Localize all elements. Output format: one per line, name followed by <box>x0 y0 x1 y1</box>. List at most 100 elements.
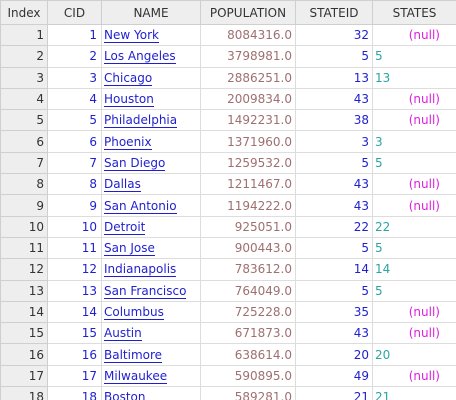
cid-cell[interactable]: 9 <box>47 194 102 217</box>
cid-cell[interactable]: 11 <box>47 236 102 260</box>
population-cell[interactable]: 638614.0 <box>200 343 296 366</box>
stateid-cell[interactable]: 49 <box>295 364 373 388</box>
name-cell[interactable]: Milwaukee <box>101 364 201 388</box>
name-cell[interactable]: Philadelphia <box>101 109 201 132</box>
cid-cell[interactable]: 1 <box>47 23 102 47</box>
stateid-cell[interactable]: 32 <box>295 23 373 47</box>
row-index-cell[interactable]: 14 <box>0 300 48 324</box>
city-name-link[interactable]: Phoenix <box>104 134 152 150</box>
column-header-index[interactable]: Index <box>0 0 48 25</box>
city-name-link[interactable]: Chicago <box>104 70 153 86</box>
table-row[interactable]: 1 1 New York 8084316.0 32 (null) <box>0 23 456 47</box>
city-name-link[interactable]: Columbus <box>104 305 164 320</box>
row-index-cell[interactable]: 18 <box>0 386 48 400</box>
cid-cell[interactable]: 4 <box>47 87 102 111</box>
table-row[interactable]: 8 8 Dallas 1211467.0 43 (null) <box>0 173 456 196</box>
table-row[interactable]: 15 15 Austin 671873.0 43 (null) <box>0 322 456 345</box>
stateid-cell[interactable]: 43 <box>295 194 373 217</box>
table-row[interactable]: 13 13 San Francisco 764049.0 5 5 <box>0 279 456 302</box>
city-name-link[interactable]: San Diego <box>104 155 166 171</box>
city-name-link[interactable]: Philadelphia <box>104 113 178 129</box>
city-name-link[interactable]: Dallas <box>104 177 141 193</box>
states-cell[interactable]: (null) <box>372 23 456 47</box>
row-index-cell[interactable]: 8 <box>0 173 48 196</box>
stateid-cell[interactable]: 22 <box>295 215 373 238</box>
stateid-cell[interactable]: 5 <box>295 45 373 68</box>
row-index-cell[interactable]: 9 <box>0 194 48 217</box>
name-cell[interactable]: New York <box>101 23 201 47</box>
table-row[interactable]: 4 4 Houston 2009834.0 43 (null) <box>0 87 456 111</box>
table-row[interactable]: 16 16 Baltimore 638614.0 20 20 <box>0 343 456 366</box>
states-cell[interactable]: 14 <box>372 258 456 281</box>
states-cell[interactable]: (null) <box>372 109 456 132</box>
population-cell[interactable]: 900443.0 <box>200 236 296 260</box>
population-cell[interactable]: 764049.0 <box>200 279 296 302</box>
table-row[interactable]: 11 11 San Jose 900443.0 5 5 <box>0 236 456 260</box>
population-cell[interactable]: 671873.0 <box>200 322 296 345</box>
cid-cell[interactable]: 17 <box>47 364 102 388</box>
states-cell[interactable]: (null) <box>372 300 456 324</box>
city-name-link[interactable]: San Antonio <box>104 198 177 214</box>
row-index-cell[interactable]: 1 <box>0 23 48 47</box>
city-name-link[interactable]: Detroit <box>104 219 146 235</box>
states-cell[interactable]: (null) <box>372 322 456 345</box>
stateid-cell[interactable]: 35 <box>295 300 373 324</box>
city-name-link[interactable]: Boston <box>104 390 146 400</box>
table-row[interactable]: 5 5 Philadelphia 1492231.0 38 (null) <box>0 109 456 132</box>
stateid-cell[interactable]: 43 <box>295 87 373 111</box>
column-header-states[interactable]: STATES <box>372 0 456 25</box>
name-cell[interactable]: Phoenix <box>101 130 201 153</box>
row-index-cell[interactable]: 12 <box>0 258 48 281</box>
name-cell[interactable]: San Jose <box>101 236 201 260</box>
table-row[interactable]: 14 14 Columbus 725228.0 35 (null) <box>0 300 456 324</box>
row-index-cell[interactable]: 17 <box>0 364 48 388</box>
city-name-link[interactable]: Los Angeles <box>104 49 176 65</box>
name-cell[interactable]: Baltimore <box>101 343 201 366</box>
column-header-stateid[interactable]: STATEID <box>295 0 373 25</box>
name-cell[interactable]: Houston <box>101 87 201 111</box>
states-cell[interactable]: 13 <box>372 66 456 89</box>
cid-cell[interactable]: 18 <box>47 386 102 400</box>
table-row[interactable]: 3 3 Chicago 2886251.0 13 13 <box>0 66 456 89</box>
cid-cell[interactable]: 5 <box>47 109 102 132</box>
states-cell[interactable]: 5 <box>372 279 456 302</box>
cid-cell[interactable]: 15 <box>47 322 102 345</box>
city-name-link[interactable]: Houston <box>104 92 154 108</box>
city-name-link[interactable]: New York <box>104 28 159 44</box>
name-cell[interactable]: Detroit <box>101 215 201 238</box>
population-cell[interactable]: 2886251.0 <box>200 66 296 89</box>
states-cell[interactable]: 21 <box>372 386 456 400</box>
row-index-cell[interactable]: 3 <box>0 66 48 89</box>
row-index-cell[interactable]: 16 <box>0 343 48 366</box>
stateid-cell[interactable]: 13 <box>295 66 373 89</box>
states-cell[interactable]: 3 <box>372 130 456 153</box>
table-row[interactable]: 18 18 Boston 589281.0 21 21 <box>0 386 456 400</box>
cid-cell[interactable]: 6 <box>47 130 102 153</box>
name-cell[interactable]: Los Angeles <box>101 45 201 68</box>
population-cell[interactable]: 725228.0 <box>200 300 296 324</box>
city-name-link[interactable]: Indianapolis <box>104 262 177 278</box>
row-index-cell[interactable]: 11 <box>0 236 48 260</box>
states-cell[interactable]: 5 <box>372 45 456 68</box>
name-cell[interactable]: Austin <box>101 322 201 345</box>
table-row[interactable]: 9 9 San Antonio 1194222.0 43 (null) <box>0 194 456 217</box>
cid-cell[interactable]: 3 <box>47 66 102 89</box>
stateid-cell[interactable]: 5 <box>295 236 373 260</box>
population-cell[interactable]: 8084316.0 <box>200 23 296 47</box>
column-header-name[interactable]: NAME <box>101 0 201 25</box>
name-cell[interactable]: San Diego <box>101 151 201 175</box>
city-name-link[interactable]: Baltimore <box>104 347 163 363</box>
cid-cell[interactable]: 12 <box>47 258 102 281</box>
row-index-cell[interactable]: 4 <box>0 87 48 111</box>
population-cell[interactable]: 1211467.0 <box>200 173 296 196</box>
table-row[interactable]: 10 10 Detroit 925051.0 22 22 <box>0 215 456 238</box>
stateid-cell[interactable]: 43 <box>295 173 373 196</box>
states-cell[interactable]: 5 <box>372 151 456 175</box>
cid-cell[interactable]: 10 <box>47 215 102 238</box>
cid-cell[interactable]: 8 <box>47 173 102 196</box>
stateid-cell[interactable]: 43 <box>295 322 373 345</box>
stateid-cell[interactable]: 5 <box>295 279 373 302</box>
stateid-cell[interactable]: 21 <box>295 386 373 400</box>
cid-cell[interactable]: 14 <box>47 300 102 324</box>
population-cell[interactable]: 783612.0 <box>200 258 296 281</box>
